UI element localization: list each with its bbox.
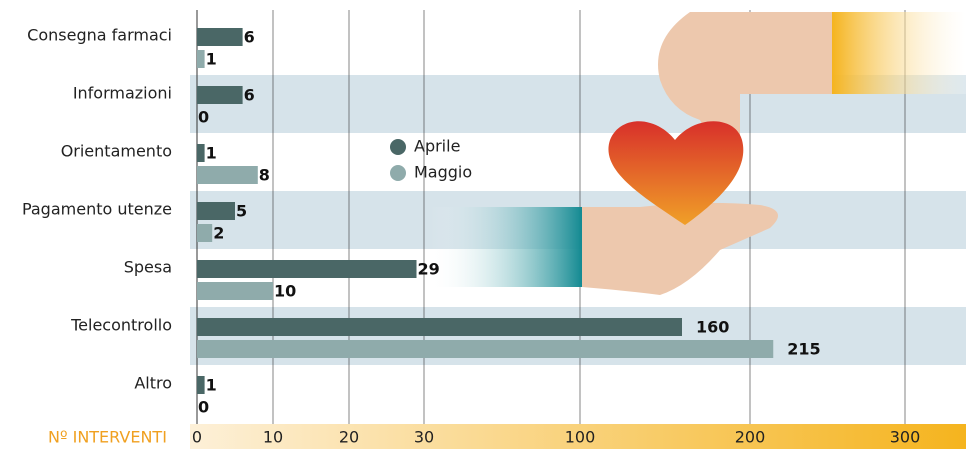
value-label: 5 <box>236 202 247 221</box>
value-label: 0 <box>198 108 209 127</box>
illustration <box>430 12 966 295</box>
bar <box>197 50 205 68</box>
value-label: 8 <box>259 166 270 185</box>
bar <box>197 376 205 394</box>
x-tick-label: 30 <box>414 428 434 447</box>
bar <box>197 202 235 220</box>
x-tick-label: 0 <box>192 428 202 447</box>
bar <box>197 28 243 46</box>
value-label: 215 <box>787 340 820 359</box>
bar <box>197 318 682 336</box>
category-label: Altro <box>134 374 172 393</box>
category-label: Consegna farmaci <box>27 26 172 45</box>
bar <box>197 282 273 300</box>
value-label: 160 <box>696 318 729 337</box>
axis-strip <box>190 424 966 449</box>
category-label: Pagamento utenze <box>22 200 172 219</box>
legend-swatch <box>390 165 406 181</box>
value-label: 2 <box>213 224 224 243</box>
category-label: Spesa <box>124 258 172 277</box>
value-label: 10 <box>274 282 296 301</box>
bar <box>197 224 213 242</box>
legend-label: Maggio <box>414 163 472 182</box>
bar <box>197 86 243 104</box>
value-label: 1 <box>206 50 217 69</box>
bar <box>197 260 417 278</box>
category-label: Informazioni <box>73 84 172 103</box>
x-tick-label: 10 <box>263 428 283 447</box>
legend-swatch <box>390 139 406 155</box>
value-label: 6 <box>244 86 255 105</box>
category-label: Orientamento <box>61 142 172 161</box>
bar <box>197 144 205 162</box>
category-label: Telecontrollo <box>70 316 172 335</box>
value-label: 29 <box>418 260 440 279</box>
x-tick-label: 300 <box>890 428 921 447</box>
value-label: 6 <box>244 28 255 47</box>
bar <box>197 166 258 184</box>
x-tick-label: 100 <box>565 428 596 447</box>
bar <box>197 340 774 358</box>
value-label: 1 <box>206 376 217 395</box>
legend-label: Aprile <box>414 137 460 156</box>
x-tick-label: 20 <box>339 428 359 447</box>
x-axis-label: Nº INTERVENTI <box>48 428 167 447</box>
value-label: 0 <box>198 398 209 417</box>
value-label: 1 <box>206 144 217 163</box>
x-tick-label: 200 <box>735 428 766 447</box>
